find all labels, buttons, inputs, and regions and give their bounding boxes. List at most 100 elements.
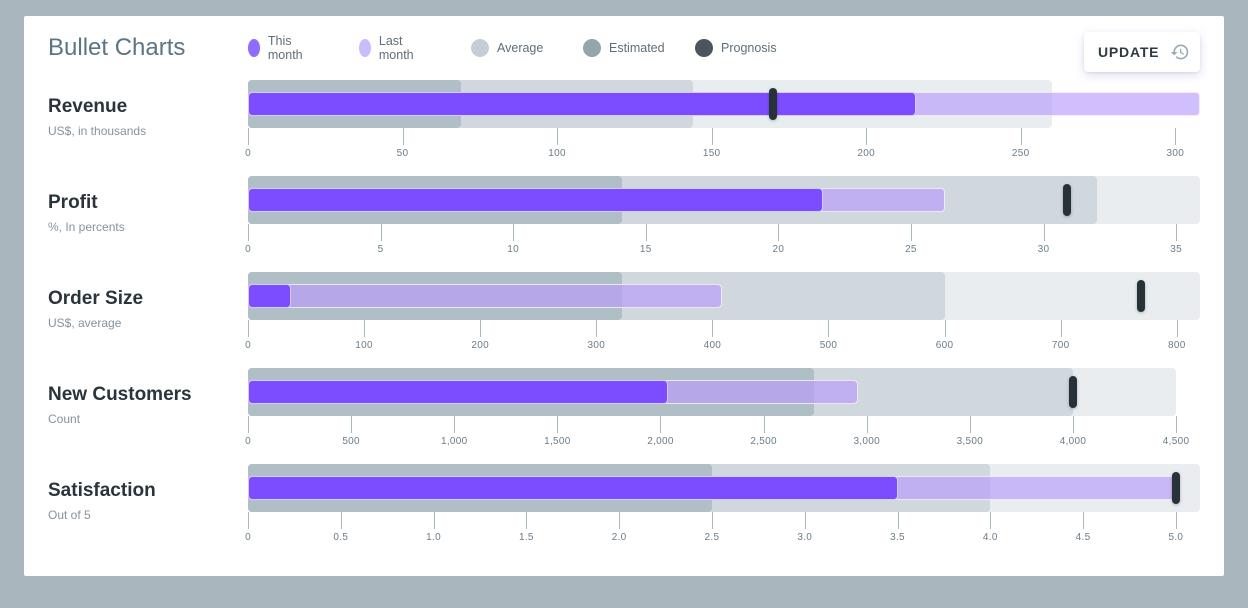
axis-tick	[513, 224, 515, 241]
bullet-row-order-size: Order Size US$, average 0 100 200 300 400 500…	[24, 272, 1224, 384]
legend-item-prognosis[interactable]: Prognosis	[695, 38, 777, 58]
axis-tick	[1175, 128, 1177, 145]
axis-tick-label: 700	[1051, 340, 1070, 351]
this-month-bar[interactable]	[248, 188, 824, 212]
axis-tick	[526, 512, 528, 529]
axis-tick-label: 4.0	[982, 532, 998, 543]
axis-tick-label: 0	[245, 148, 251, 159]
bullet-track[interactable]	[248, 464, 1200, 512]
axis-tick	[596, 320, 598, 337]
axis-tick	[645, 224, 647, 241]
axis-tick-label: 500	[819, 340, 838, 351]
legend-item-estimated[interactable]: Estimated	[583, 38, 665, 58]
axis-tick	[897, 512, 899, 529]
metric-title: New Customers	[48, 384, 192, 405]
bullet-track[interactable]	[248, 176, 1200, 224]
axis-tick	[1020, 128, 1022, 145]
axis-tick	[402, 128, 404, 145]
axis-tick-label: 500	[342, 436, 360, 447]
axis-tick	[1083, 512, 1085, 529]
bullet-charts-card: Bullet Charts This month Last month Aver…	[24, 16, 1224, 576]
prognosis-marker[interactable]	[1136, 280, 1145, 312]
axis-tick-label: 30	[1037, 244, 1050, 255]
axis-tick-label: 2,500	[750, 436, 777, 447]
axis-tick	[1060, 320, 1062, 337]
axis-tick-label: 2,000	[647, 436, 674, 447]
prognosis-marker[interactable]	[1068, 376, 1077, 408]
axis-tick	[433, 512, 435, 529]
this-month-bar[interactable]	[248, 476, 898, 500]
bullet-row-satisfaction: Satisfaction Out of 5 0 0.5 1.0 1.5 2.0 2.5 3.…	[24, 464, 1224, 576]
metric-subtitle: US$, in thousands	[48, 124, 147, 138]
bullet-track[interactable]	[248, 368, 1200, 416]
axis-tick	[990, 512, 992, 529]
bullet-row-profit: Profit %, In percents 0 5 10 15 20 25 30 35	[24, 176, 1224, 288]
axis-tick-label: 1.0	[426, 532, 441, 543]
axis-tick-label: 35	[1170, 244, 1182, 255]
axis-tick-label: 0	[245, 340, 251, 351]
axis-tick-label: 4,500	[1162, 436, 1190, 447]
metric-title: Order Size	[48, 288, 144, 309]
axis-tick	[866, 128, 868, 145]
prognosis-marker[interactable]	[1171, 472, 1180, 504]
axis-tick	[619, 512, 621, 529]
axis-tick	[557, 416, 559, 433]
axis-tick	[828, 320, 830, 337]
axis-tick-label: 1,500	[544, 436, 571, 447]
axis-tick-label: 0	[245, 532, 251, 543]
axis-tick-label: 3.5	[890, 532, 905, 543]
metric-subtitle: Count	[48, 412, 81, 426]
axis-tick	[248, 224, 249, 241]
axis-tick-label: 600	[935, 340, 954, 351]
metric-title: Satisfaction	[48, 480, 156, 501]
axis-tick	[1176, 416, 1178, 433]
update-button[interactable]: UPDATE	[1084, 32, 1200, 72]
legend-label: This month	[267, 34, 303, 62]
axis-tick	[804, 512, 806, 529]
axis-tick-label: 4.5	[1075, 532, 1091, 543]
axis-tick	[364, 320, 366, 337]
legend-item-average[interactable]: Average	[471, 38, 543, 58]
axis-tick	[778, 224, 780, 241]
this-month-bar[interactable]	[248, 284, 291, 308]
page-title: Bullet Charts	[48, 34, 186, 61]
this-month-bar[interactable]	[248, 92, 916, 116]
last-month-bar[interactable]	[248, 284, 722, 308]
metric-subtitle: %, In percents	[48, 220, 125, 234]
axis-tick	[248, 512, 249, 529]
axis-tick-label: 800	[1167, 340, 1186, 351]
bullet-track[interactable]	[248, 80, 1200, 128]
bullet-track[interactable]	[248, 272, 1200, 320]
axis-tick-label: 300	[1166, 148, 1185, 159]
axis-tick-label: 4,000	[1059, 436, 1087, 447]
metric-title: Revenue	[48, 96, 128, 117]
x-axis: 0 100 200 300 400 500 600 700 800	[245, 320, 1200, 351]
axis-tick-label: 15	[639, 244, 652, 255]
axis-tick-label: 200	[471, 340, 489, 351]
this-month-bar[interactable]	[248, 380, 669, 404]
axis-tick	[763, 416, 765, 433]
prognosis-marker[interactable]	[1063, 184, 1072, 216]
legend-item-this-month[interactable]: This month	[248, 34, 309, 62]
axis-tick	[351, 416, 353, 433]
estimated-swatch-icon	[583, 39, 601, 57]
axis-tick	[866, 416, 868, 433]
axis-tick-label: 1.5	[518, 532, 534, 543]
axis-tick-label: 3,500	[956, 436, 984, 447]
axis-tick-label: 5.0	[1168, 532, 1184, 543]
axis-tick-label: 1,000	[440, 436, 468, 447]
axis-tick-label: 2.5	[704, 532, 720, 543]
axis-tick-label: 25	[905, 244, 917, 255]
axis-tick	[1176, 224, 1178, 241]
axis-tick-label: 20	[772, 244, 785, 255]
prognosis-marker[interactable]	[769, 88, 778, 120]
axis-tick-label: 5	[377, 244, 384, 255]
x-axis: 0 50 100 150 200 250 300	[245, 128, 1200, 159]
x-axis: 0 5 10 15 20 25 30 35	[245, 224, 1200, 255]
legend-label: Estimated	[609, 41, 665, 55]
legend-item-last-month[interactable]: Last month	[359, 34, 420, 62]
axis-tick	[711, 128, 713, 145]
axis-tick	[944, 320, 946, 337]
axis-tick	[248, 416, 249, 433]
axis-tick-label: 200	[857, 148, 875, 159]
